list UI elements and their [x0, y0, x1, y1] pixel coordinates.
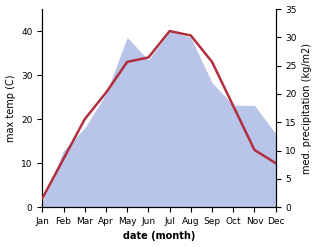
Y-axis label: med. precipitation (kg/m2): med. precipitation (kg/m2): [302, 43, 313, 174]
X-axis label: date (month): date (month): [123, 231, 195, 242]
Y-axis label: max temp (C): max temp (C): [5, 74, 16, 142]
